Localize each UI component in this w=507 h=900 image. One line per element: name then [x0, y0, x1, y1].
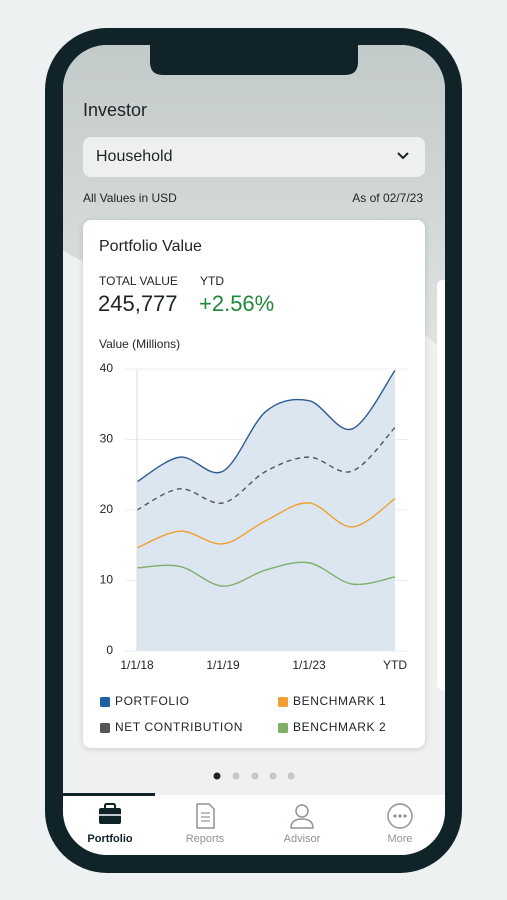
total-value: 245,777: [98, 291, 178, 316]
nav-icon: [99, 803, 121, 824]
ytd-label: YTD: [200, 274, 224, 288]
pager-dot: [213, 772, 221, 780]
legend-swatch: [278, 697, 288, 707]
icon: [387, 803, 413, 829]
icon: [196, 803, 215, 829]
nav-bar: [63, 795, 445, 855]
icon: [99, 808, 121, 824]
as-of: As of 02/7/23: [352, 191, 423, 205]
total-label: TOTAL VALUE: [99, 274, 178, 288]
plot: [136, 369, 396, 651]
legend-swatch: [100, 697, 110, 707]
pager-dot: [269, 772, 277, 780]
icon: [393, 814, 397, 818]
nav-icon: [387, 803, 413, 829]
card-title: Portfolio Value: [99, 238, 202, 255]
pager: [213, 772, 295, 780]
nav-item[interactable]: Reports: [186, 803, 225, 845]
pager-dot: [287, 772, 295, 780]
icon: [403, 814, 407, 818]
chevron: [397, 152, 409, 160]
y-tick-label: 40: [100, 361, 114, 375]
nav-item[interactable]: Advisor: [284, 804, 321, 845]
nav-label: Portfolio: [87, 833, 132, 845]
area: [137, 370, 395, 651]
y-tick-label: 30: [100, 432, 114, 446]
icon: [398, 814, 402, 818]
legend-label: BENCHMARK 1: [293, 694, 386, 708]
nav-icon: [290, 804, 314, 829]
nav-icon: [196, 803, 215, 829]
x-tick-label: 1/1/19: [206, 658, 240, 672]
series-line: [136, 427, 396, 511]
next-card: [437, 280, 445, 690]
legend-label: BENCHMARK 2: [293, 720, 386, 734]
series-line: [136, 369, 396, 483]
currency-note: All Values in USD: [83, 191, 177, 205]
series-line: [136, 561, 396, 587]
y-axis-label: Value (Millions): [99, 337, 180, 351]
x-tick-label: 1/1/18: [120, 658, 154, 672]
icon: [295, 804, 309, 818]
selector-text: Household: [96, 148, 173, 165]
legend-swatch: [100, 723, 110, 733]
y-tick-label: 10: [100, 573, 114, 587]
nav-active-indicator: [63, 793, 155, 796]
icon: [104, 803, 116, 810]
selector[interactable]: [83, 137, 425, 177]
nav-item[interactable]: Portfolio: [87, 803, 133, 845]
pager-dot: [251, 772, 259, 780]
y-tick-label: 20: [100, 502, 114, 516]
legend-label: NET CONTRIBUTION: [115, 720, 243, 734]
series-line: [136, 498, 396, 549]
y-tick-label: 0: [106, 643, 113, 657]
header-title: Investor: [83, 100, 147, 120]
nav-label: Reports: [186, 833, 225, 845]
notch: [150, 45, 358, 75]
nav-label: More: [387, 833, 412, 845]
nav-item[interactable]: More: [387, 803, 413, 845]
legend-label: PORTFOLIO: [115, 694, 190, 708]
pager-dot: [232, 772, 240, 780]
x-tick-label: 1/1/23: [292, 658, 326, 672]
ytd-value: +2.56%: [199, 291, 274, 316]
x-tick-label: YTD: [383, 658, 407, 672]
icon: [290, 818, 314, 829]
nav-label: Advisor: [284, 833, 321, 845]
legend-swatch: [278, 723, 288, 733]
